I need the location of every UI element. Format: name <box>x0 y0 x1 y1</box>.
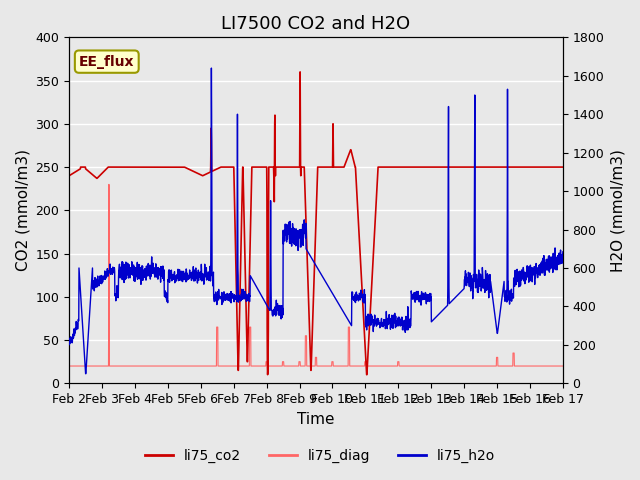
X-axis label: Time: Time <box>297 412 335 427</box>
Y-axis label: CO2 (mmol/m3): CO2 (mmol/m3) <box>15 149 30 271</box>
Title: LI7500 CO2 and H2O: LI7500 CO2 and H2O <box>221 15 411 33</box>
Text: EE_flux: EE_flux <box>79 55 134 69</box>
Legend: li75_co2, li75_diag, li75_h2o: li75_co2, li75_diag, li75_h2o <box>140 443 500 468</box>
Y-axis label: H2O (mmol/m3): H2O (mmol/m3) <box>610 149 625 272</box>
